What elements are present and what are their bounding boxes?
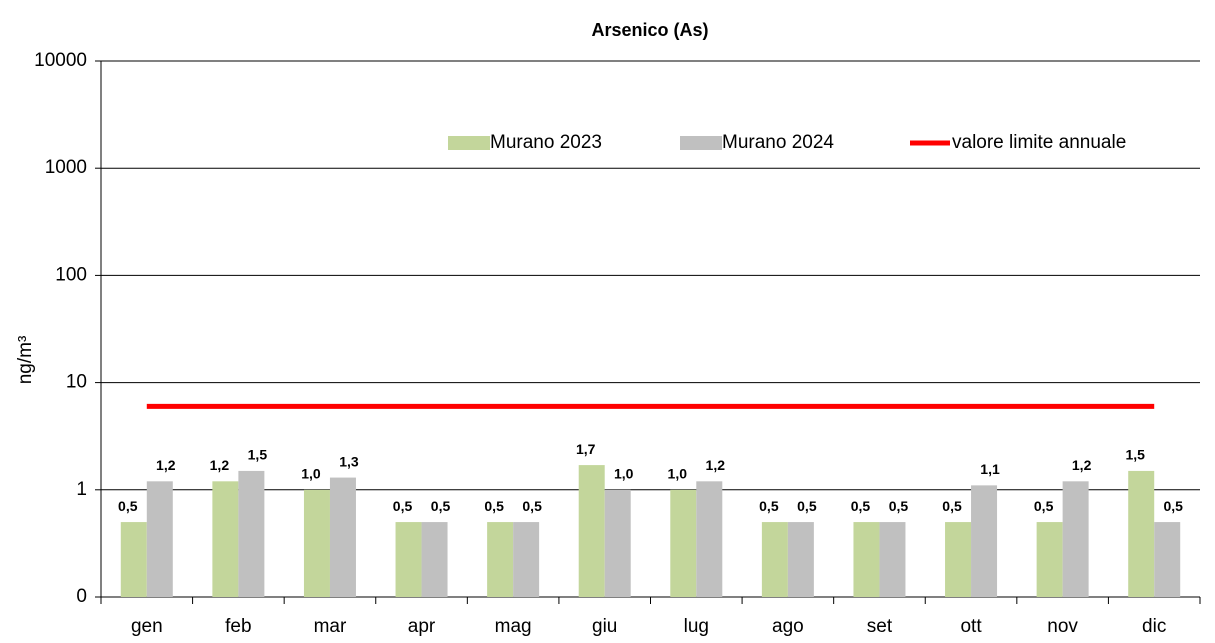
chart-title: Arsenico (As) (591, 20, 708, 40)
legend-swatch (448, 136, 490, 150)
bar (853, 522, 880, 597)
legend-label: Murano 2024 (722, 132, 834, 153)
value-label: 1,5 (1125, 447, 1145, 463)
x-tick-label: feb (225, 616, 251, 637)
value-label: 0,5 (118, 498, 138, 514)
bar (578, 465, 605, 597)
value-label: 0,5 (889, 498, 909, 514)
x-tick-label: nov (1047, 616, 1078, 637)
bar (879, 522, 906, 597)
bar (604, 489, 631, 597)
y-tick-label: 1 (76, 479, 87, 500)
x-tick-label: apr (408, 616, 436, 637)
y-tick-label: 100 (55, 264, 87, 285)
x-tick-label: set (867, 616, 893, 637)
bar (303, 489, 330, 597)
value-label: 1,2 (210, 457, 230, 473)
x-tick-label: lug (684, 616, 709, 637)
y-tick-label: 10 (66, 372, 87, 393)
legend-swatch (680, 136, 722, 150)
x-tick-label: ott (960, 616, 982, 637)
value-label: 0,5 (393, 498, 413, 514)
bar (120, 522, 147, 597)
value-label: 0,5 (484, 498, 504, 514)
value-label: 1,3 (339, 453, 359, 469)
legend-label: Murano 2023 (490, 132, 602, 153)
bar (395, 522, 422, 597)
x-tick-label: dic (1142, 616, 1166, 637)
value-label: 0,5 (759, 498, 779, 514)
bar (487, 522, 514, 597)
value-label: 1,5 (248, 447, 268, 463)
x-tick-label: giu (592, 616, 617, 637)
value-label: 1,2 (1072, 457, 1092, 473)
bar (945, 522, 972, 597)
x-tick-label: mag (495, 616, 532, 637)
y-axis-label: ng/m³ (15, 336, 36, 385)
bar (787, 522, 814, 597)
bar (1036, 522, 1063, 597)
value-label: 1,0 (668, 466, 688, 482)
bar (212, 481, 239, 597)
x-tick-label: ago (772, 616, 804, 637)
bar (1062, 481, 1089, 597)
bar (513, 522, 540, 597)
bar (670, 489, 697, 597)
value-label: 1,2 (706, 457, 726, 473)
bar (696, 481, 723, 597)
value-label: 0,5 (797, 498, 817, 514)
value-label: 0,5 (942, 498, 962, 514)
value-label: 0,5 (1034, 498, 1054, 514)
bar (1128, 470, 1155, 597)
legend-label: valore limite annuale (952, 132, 1126, 153)
bar (421, 522, 448, 597)
value-label: 1,0 (301, 466, 321, 482)
value-label: 0,5 (851, 498, 871, 514)
x-tick-label: mar (314, 616, 347, 637)
bar (238, 470, 265, 597)
bar (1154, 522, 1181, 597)
value-label: 1,0 (614, 466, 634, 482)
value-label: 0,5 (431, 498, 451, 514)
bar (146, 481, 173, 597)
y-tick-label: 10000 (34, 50, 87, 71)
value-label: 0,5 (522, 498, 542, 514)
value-label: 1,7 (576, 441, 596, 457)
x-tick-label: gen (131, 616, 163, 637)
y-tick-label: 1000 (45, 157, 87, 178)
bar (971, 485, 998, 597)
y-tick-label: 0 (76, 586, 87, 607)
value-label: 1,2 (156, 457, 176, 473)
value-label: 0,5 (1163, 498, 1183, 514)
bar (761, 522, 788, 597)
value-label: 1,1 (980, 461, 1000, 477)
bar (329, 477, 356, 597)
